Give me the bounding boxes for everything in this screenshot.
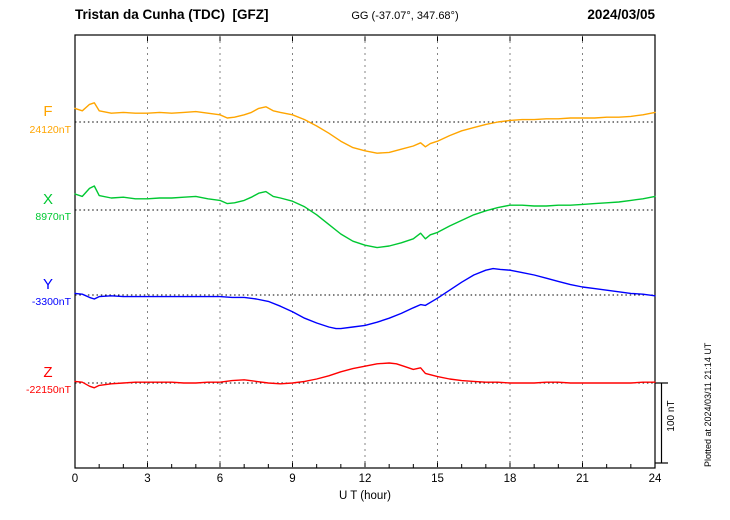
trace-y	[74, 267, 656, 330]
x-tick-label: 24	[648, 473, 662, 485]
trace-label-x: X	[42, 191, 53, 208]
trace-f	[74, 102, 656, 154]
trace-label-y: Y	[42, 276, 53, 293]
station-title: Tristan da Cunha (TDC) [GFZ]	[75, 7, 269, 22]
trace-label-z: Z	[43, 364, 53, 381]
x-tick-label: 21	[576, 473, 589, 485]
scale-bar-label: 100 nT	[666, 400, 677, 432]
x-tick-label: 15	[431, 473, 444, 485]
trace-baseline-value-f: 24120nT	[29, 124, 71, 136]
x-axis-label: U T (hour)	[339, 490, 391, 502]
trace-x	[74, 185, 656, 249]
x-tick-label: 12	[358, 473, 372, 485]
x-tick-label: 3	[144, 473, 151, 485]
x-tick-label: 6	[216, 473, 224, 485]
x-tick-label: 9	[289, 473, 296, 485]
x-tick-label: 18	[503, 473, 517, 485]
x-axis-tick-labels: 0 3 6 9 12 15 18 21 24	[0, 473, 730, 489]
trace-baseline-value-y: -3300nT	[31, 296, 71, 308]
geo-coordinates: GG (-37.07°, 347.68°)	[351, 10, 459, 22]
trace-baseline-value-x: 8970nT	[35, 211, 71, 223]
trace-label-f: F	[43, 103, 53, 120]
plot-date: 2024/03/05	[587, 7, 655, 22]
trace-baseline-value-z: -22150nT	[26, 384, 71, 396]
plotted-at-note: Plotted at 2024/03/11 21:14 UT	[703, 342, 713, 467]
x-tick-label: 0	[71, 473, 79, 485]
trace-z	[74, 362, 656, 389]
